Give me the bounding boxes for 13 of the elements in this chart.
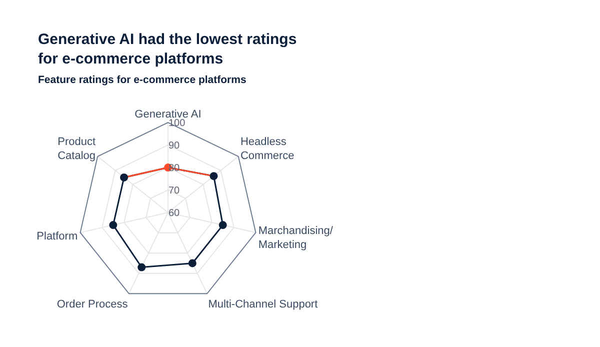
chart-subtitle: Feature ratings for e-commerce platforms (38, 74, 246, 86)
y-tick-label: 90 (168, 140, 180, 152)
chart-title: Generative AI had the lowest ratings for e-commerce platforms (38, 31, 297, 68)
spoke-label: Multi-Channel Support (208, 298, 318, 311)
spoke-label: Headless Commerce (240, 136, 294, 162)
spoke-label: Product Catalog (58, 136, 96, 162)
y-tick-label: 70 (168, 185, 180, 196)
spoke-label: Marchandising/ Marketing (258, 224, 334, 252)
spoke-label: Order Process (56, 298, 128, 311)
y-tick-label: 100 (168, 118, 186, 129)
y-tick-label: 60 (168, 208, 180, 219)
y-tick-label: 80 (168, 162, 180, 174)
spoke-label: Platform (36, 230, 78, 242)
